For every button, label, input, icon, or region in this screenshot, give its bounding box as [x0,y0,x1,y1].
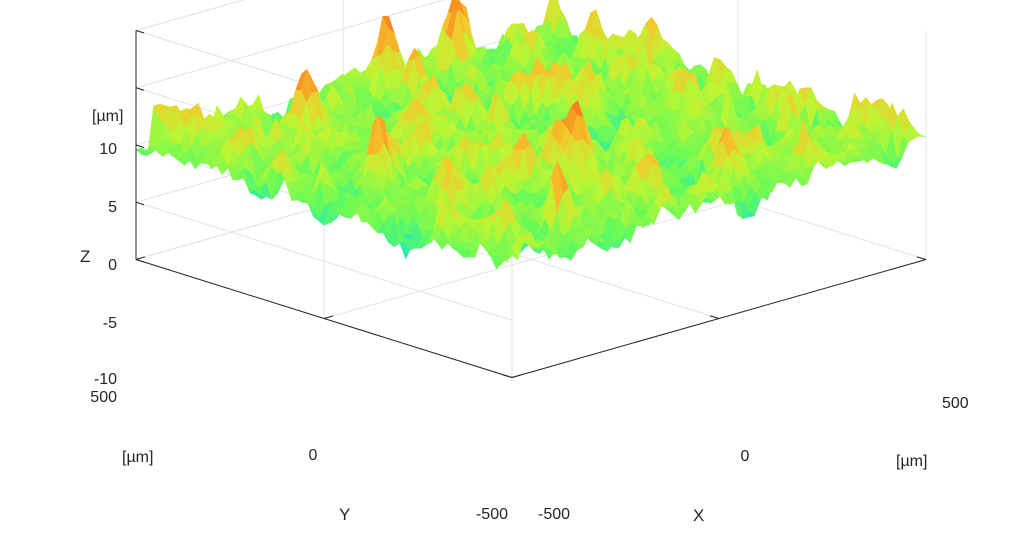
x-tick [916,256,927,260]
x-unit-label: [µm] [896,453,927,470]
z-tick [135,201,145,206]
x-tick-label: 0 [741,448,750,465]
z-tick-label: 0 [108,257,117,274]
x-tick-label: 500 [942,395,969,412]
y-tick-label: -500 [476,506,508,523]
y-tick [323,315,334,319]
z-tick [135,30,145,34]
x-tick [709,315,720,319]
y-tick [135,256,146,260]
z-tick-label: -5 [103,315,117,332]
z-tick-label: -10 [94,371,117,388]
z-tick [135,144,145,148]
grid-line [135,0,245,31]
x-tick [502,374,513,378]
z-tick [135,87,145,91]
z-tick-label: 10 [99,141,117,158]
y-unit-label: [µm] [122,449,153,466]
y-axis-title: Y [339,505,350,524]
z-tick-label: 5 [108,199,117,216]
y-tick-label: 500 [90,389,117,406]
y-tick-label: 0 [309,447,318,464]
surface-mesh [135,0,927,270]
x-axis-title: X [693,506,704,525]
z-unit-label: [µm] [92,108,123,125]
z-axis-title: Z [80,247,90,266]
grid-line [323,200,739,319]
x-tick-label: -500 [538,506,570,523]
